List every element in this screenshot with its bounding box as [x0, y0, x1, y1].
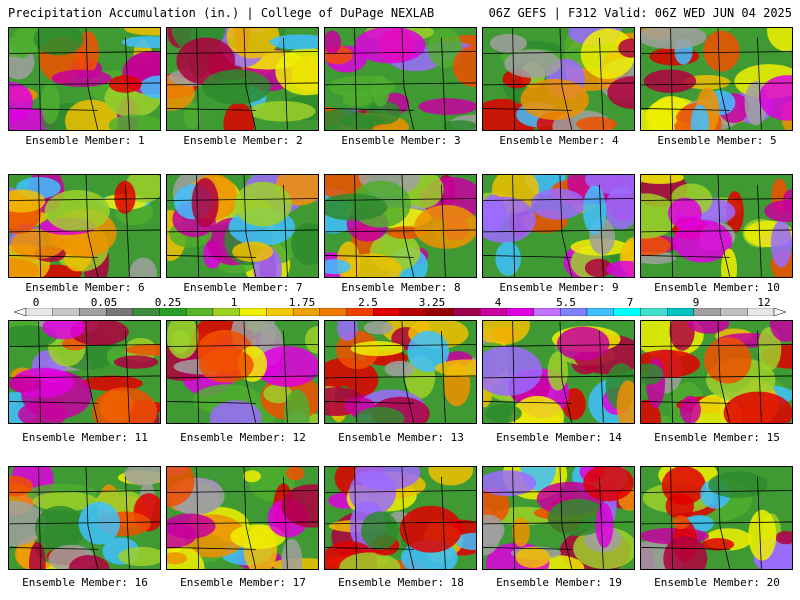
colorbar-tick-label: 2.5	[358, 296, 378, 309]
colorbar-tick-label: 1	[230, 296, 238, 309]
run-valid-time: 06Z GEFS | F312 Valid: 06Z WED JUN 04 20…	[488, 6, 792, 20]
colorbar-swatch	[105, 308, 133, 316]
colorbar-swatch	[399, 308, 427, 316]
ensemble-map-panel	[640, 320, 793, 424]
ensemble-map-panel	[640, 466, 793, 570]
colorbar-tick-label: 5.5	[556, 296, 576, 309]
ensemble-map-panel	[482, 320, 635, 424]
colorbar-tick-label: 0.05	[90, 296, 118, 309]
ensemble-member-label: Ensemble Member: 6	[25, 281, 145, 294]
ensemble-member-label: Ensemble Member: 3	[341, 134, 461, 147]
ensemble-member-label: Ensemble Member: 20	[654, 576, 780, 589]
ensemble-map-panel	[324, 27, 477, 131]
colorbar-swatch	[453, 308, 481, 316]
ensemble-member-label: Ensemble Member: 18	[338, 576, 464, 589]
ensemble-member-label: Ensemble Member: 12	[180, 431, 306, 444]
ensemble-map-panel	[8, 466, 161, 570]
ensemble-map-panel	[482, 466, 635, 570]
ensemble-member-label: Ensemble Member: 10	[654, 281, 780, 294]
ensemble-map-panel	[482, 174, 635, 278]
ensemble-member-label: Ensemble Member: 13	[338, 431, 464, 444]
ensemble-member-label: Ensemble Member: 16	[22, 576, 148, 589]
colorbar-tick-label: 12	[757, 296, 771, 309]
colorbar-swatch	[560, 308, 588, 316]
colorbar-tick-label: 4	[494, 296, 502, 309]
colorbar-tick-label: 1.75	[288, 296, 316, 309]
ensemble-map-panel	[640, 27, 793, 131]
colorbar-swatch	[640, 308, 668, 316]
colorbar-swatch	[239, 308, 267, 316]
ensemble-member-label: Ensemble Member: 19	[496, 576, 622, 589]
ensemble-map-panel	[8, 174, 161, 278]
colorbar-swatch	[373, 308, 401, 316]
ensemble-map-panel	[482, 27, 635, 131]
colorbar-swatch	[720, 308, 748, 316]
colorbar-swatch	[319, 308, 347, 316]
colorbar-swatch	[506, 308, 534, 316]
precip-colorbar	[14, 308, 786, 316]
ensemble-map-panel	[640, 174, 793, 278]
colorbar-tick-label: 0.25	[154, 296, 182, 309]
colorbar-tick-label: 3.25	[418, 296, 446, 309]
colorbar-swatch	[666, 308, 695, 316]
colorbar-swatch	[586, 308, 614, 316]
colorbar-swatch	[79, 308, 107, 316]
ensemble-member-label: Ensemble Member: 14	[496, 431, 622, 444]
colorbar-swatch	[426, 308, 454, 316]
ensemble-member-label: Ensemble Member: 7	[183, 281, 303, 294]
ensemble-member-label: Ensemble Member: 11	[22, 431, 148, 444]
colorbar-swatch	[613, 308, 641, 316]
ensemble-member-label: Ensemble Member: 8	[341, 281, 461, 294]
colorbar-swatch	[132, 308, 160, 316]
ensemble-member-label: Ensemble Member: 17	[180, 576, 306, 589]
colorbar-min-arrow	[14, 308, 27, 316]
ensemble-map-panel	[324, 320, 477, 424]
ensemble-member-label: Ensemble Member: 1	[25, 134, 145, 147]
ensemble-member-label: Ensemble Member: 9	[499, 281, 619, 294]
colorbar-swatch	[292, 308, 321, 316]
ensemble-map-panel	[166, 320, 319, 424]
colorbar-swatch	[533, 308, 561, 316]
colorbar-max-arrow	[773, 308, 786, 316]
ensemble-map-panel	[324, 466, 477, 570]
map-title: Precipitation Accumulation (in.) | Colle…	[8, 6, 435, 20]
colorbar-swatch	[747, 308, 775, 316]
colorbar-swatch	[212, 308, 240, 316]
ensemble-member-label: Ensemble Member: 2	[183, 134, 303, 147]
ensemble-map-panel	[166, 466, 319, 570]
colorbar-swatch	[52, 308, 80, 316]
ensemble-map-panel	[8, 320, 161, 424]
ensemble-map-panel	[166, 174, 319, 278]
ensemble-map-panel	[166, 27, 319, 131]
ensemble-member-label: Ensemble Member: 4	[499, 134, 619, 147]
ensemble-member-label: Ensemble Member: 5	[657, 134, 777, 147]
colorbar-swatch	[479, 308, 508, 316]
colorbar-tick-label: 7	[626, 296, 634, 309]
colorbar-swatch	[159, 308, 187, 316]
ensemble-map-panel	[8, 27, 161, 131]
colorbar-swatch	[25, 308, 53, 316]
ensemble-map-panel	[324, 174, 477, 278]
ensemble-member-label: Ensemble Member: 15	[654, 431, 780, 444]
colorbar-tick-label: 9	[692, 296, 700, 309]
colorbar-swatch	[266, 308, 294, 316]
colorbar-swatch	[346, 308, 374, 316]
colorbar-tick-label: 0	[32, 296, 40, 309]
colorbar-swatch	[693, 308, 721, 316]
colorbar-swatch	[186, 308, 214, 316]
